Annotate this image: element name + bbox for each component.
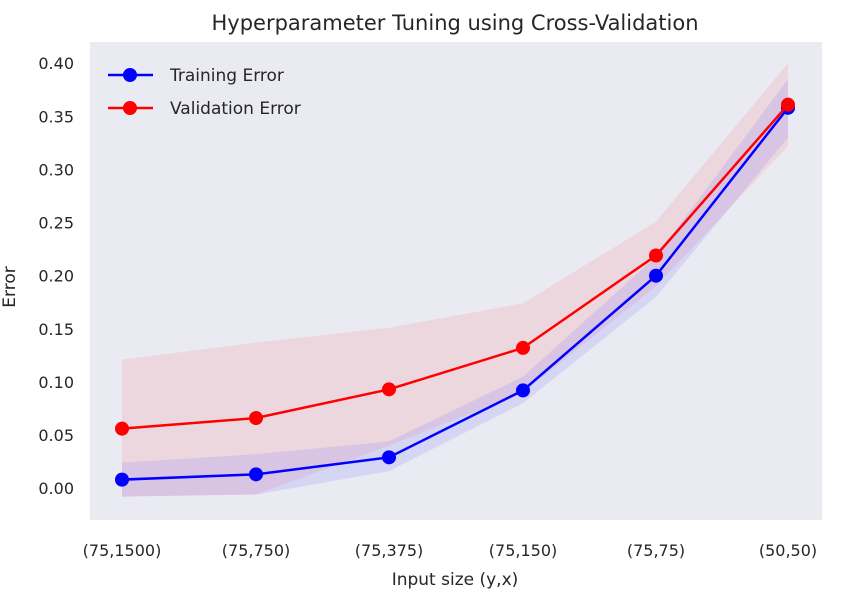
chart-title: Hyperparameter Tuning using Cross-Valida… — [211, 11, 698, 35]
x-tick-label: (75,150) — [489, 541, 557, 560]
point-training — [516, 383, 530, 398]
point-training — [115, 472, 129, 487]
legend-label-validation: Validation Error — [170, 99, 301, 119]
x-axis-label: Input size (y,x) — [392, 570, 519, 590]
y-axis-ticks: 0.00 0.05 0.10 0.15 0.20 0.25 0.30 0.35 0.40 — [38, 54, 74, 498]
plot-area — [90, 42, 822, 520]
point-validation — [382, 382, 396, 397]
y-tick-label: 0.10 — [38, 373, 74, 392]
y-tick-label: 0.20 — [38, 267, 74, 286]
confidence-bands — [122, 63, 788, 497]
y-axis-label: Error — [0, 266, 20, 307]
y-tick-label: 0.05 — [38, 426, 74, 445]
x-tick-label: (75,1500) — [83, 541, 162, 560]
line-training — [121, 107, 789, 481]
legend-label-training: Training Error — [169, 66, 284, 86]
y-tick-label: 0.25 — [38, 214, 74, 233]
y-tick-label: 0.35 — [38, 107, 74, 126]
point-training — [249, 467, 263, 482]
point-validation — [115, 421, 129, 436]
x-tick-label: (75,750) — [222, 541, 290, 560]
band-validation — [122, 63, 788, 497]
x-axis-ticks: (75,1500) (75,750) (75,375) (75,150) (75,75)… — [83, 541, 817, 560]
legend-marker-validation — [123, 101, 137, 115]
x-tick-label: (75,375) — [355, 541, 423, 560]
legend: Training Error Validation Error — [108, 66, 301, 119]
point-training — [649, 268, 663, 283]
band-training — [122, 79, 788, 497]
y-tick-label: 0.30 — [38, 160, 74, 179]
point-validation — [781, 97, 795, 112]
y-tick-label: 0.40 — [38, 54, 74, 73]
point-validation — [649, 248, 663, 263]
point-training — [382, 450, 396, 465]
point-validation — [249, 411, 263, 426]
line-validation — [121, 103, 789, 430]
series-lines — [115, 97, 795, 487]
y-tick-label: 0.00 — [38, 479, 74, 498]
x-tick-label: (75,75) — [627, 541, 685, 560]
x-tick-label: (50,50) — [759, 541, 817, 560]
legend-marker-training — [123, 68, 137, 82]
y-tick-label: 0.15 — [38, 320, 74, 339]
point-validation — [516, 340, 530, 355]
